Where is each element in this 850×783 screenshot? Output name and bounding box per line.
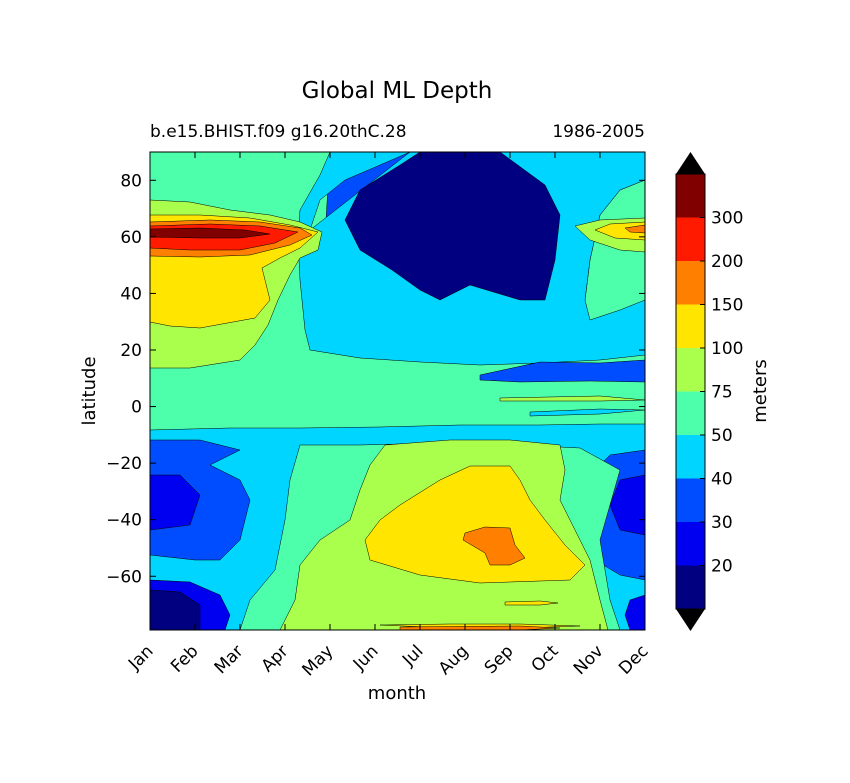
y-tick-label: −60 bbox=[106, 567, 142, 587]
y-tick-label: 0 bbox=[131, 398, 142, 418]
chart-subtitle-left: b.e15.BHIST.f09 g16.20thC.28 bbox=[150, 122, 407, 142]
y-axis-label: latitude bbox=[79, 356, 100, 425]
y-tick-label: 40 bbox=[120, 284, 142, 304]
plot-frame bbox=[149, 151, 646, 631]
colorbar-label: meters bbox=[750, 359, 771, 423]
band-30-40-south-left bbox=[150, 439, 251, 561]
contour-field bbox=[150, 152, 645, 630]
band-150-200-south-bottom bbox=[399, 625, 561, 630]
chart-title: Global ML Depth bbox=[302, 78, 493, 104]
x-tick-label: Aug bbox=[435, 641, 473, 679]
colorbar-tick-label: 100 bbox=[711, 339, 743, 359]
y-tick-label: 80 bbox=[120, 171, 142, 191]
colorbar-segment bbox=[676, 522, 705, 566]
colorbar-tick-label: 40 bbox=[711, 470, 733, 490]
band-75-100-equator-patch bbox=[499, 395, 645, 402]
x-tick-label: Feb bbox=[167, 641, 202, 676]
colorbar-tick-label: 50 bbox=[711, 426, 733, 446]
colorbar-segment bbox=[676, 348, 705, 392]
colorbar-tick-label: 20 bbox=[711, 557, 733, 577]
y-axis: 80 60 40 20 0 −20 −40 −60 bbox=[106, 171, 645, 587]
colorbar-tick-label: 150 bbox=[711, 296, 743, 316]
band-20-30-south-left bbox=[150, 474, 201, 531]
colorbar-segment bbox=[676, 261, 705, 305]
y-tick-label: −20 bbox=[106, 454, 142, 474]
band-150-200-dec bbox=[624, 224, 645, 234]
colorbar-segment bbox=[676, 304, 705, 348]
colorbar-tick-label: 75 bbox=[711, 383, 733, 403]
chart-subtitle-right: 1986-2005 bbox=[552, 122, 645, 142]
x-tick-label: Jan bbox=[124, 641, 157, 674]
band-below-20-arctic bbox=[344, 152, 561, 301]
colorbar-tick-label: 200 bbox=[711, 252, 743, 272]
band-300plus-north bbox=[150, 227, 271, 239]
band-20-30-south-right bbox=[609, 474, 645, 536]
colorbar-segment bbox=[676, 565, 705, 609]
x-tick-label: Sep bbox=[481, 641, 518, 678]
x-tick-label: Dec bbox=[615, 641, 652, 678]
x-tick-label: Jun bbox=[349, 641, 383, 675]
x-tick-label: Nov bbox=[570, 641, 608, 679]
band-150-200-south bbox=[462, 526, 526, 566]
y-tick-label: 60 bbox=[120, 228, 142, 248]
band-20-30-antarctic-right bbox=[624, 594, 645, 630]
x-tick-label: Oct bbox=[528, 641, 563, 676]
colorbar-segment bbox=[676, 391, 705, 435]
band-100-150-south bbox=[364, 465, 586, 584]
band-30-40-tropic bbox=[479, 359, 645, 383]
colorbar-extend-max bbox=[676, 152, 705, 174]
colorbar-segment bbox=[676, 478, 705, 522]
colorbar-tick-label: 300 bbox=[711, 209, 743, 229]
x-tick-label: Mar bbox=[211, 641, 248, 678]
colorbar-segment bbox=[676, 435, 705, 479]
x-tick-label: Jul bbox=[398, 641, 427, 670]
band-100-150-south-patch bbox=[504, 600, 559, 606]
x-tick-label: Apr bbox=[258, 641, 293, 676]
x-tick-label: May bbox=[299, 641, 338, 680]
y-tick-label: −40 bbox=[106, 511, 142, 531]
x-axis-label: month bbox=[368, 683, 426, 704]
colorbar-segment bbox=[676, 217, 705, 261]
colorbar: 20 30 40 50 75 100 150 200 300 bbox=[675, 152, 743, 631]
colorbar-extend-min bbox=[676, 609, 705, 631]
band-20-30-antarctic bbox=[150, 579, 231, 630]
y-tick-label: 20 bbox=[120, 341, 142, 361]
band-40-50-equator-strip bbox=[529, 408, 645, 417]
colorbar-segment bbox=[676, 174, 705, 218]
colorbar-tick-label: 30 bbox=[711, 513, 733, 533]
band-100-150-dec bbox=[594, 221, 645, 241]
